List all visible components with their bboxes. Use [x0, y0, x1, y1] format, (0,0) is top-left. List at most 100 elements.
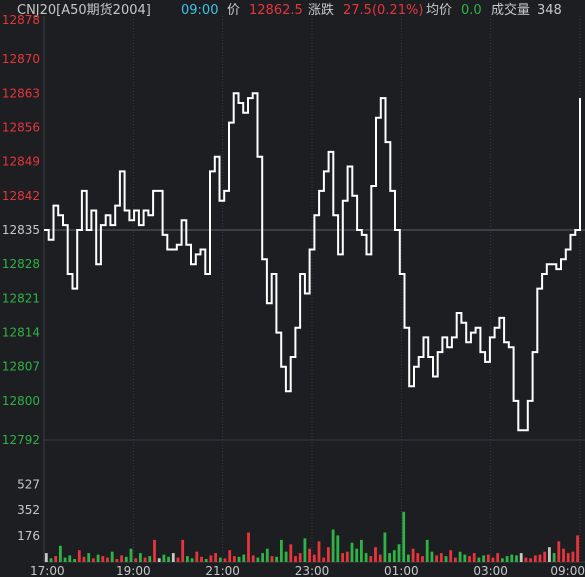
instrument-name: CNJ20[A50期货2004] [17, 3, 151, 18]
volume-bar [237, 556, 241, 562]
volume-bar [209, 555, 213, 562]
volume-bar [181, 539, 185, 562]
volume-bar [204, 559, 208, 562]
volume-bar [115, 559, 119, 562]
volume-bar [383, 532, 387, 562]
volume-bar [289, 544, 293, 562]
volume-bar [397, 544, 401, 562]
chart-grid [43, 16, 585, 563]
volume-bar [195, 551, 199, 562]
quote-header: CNJ20[A50期货2004] 09:00 价 12862.5 涨跌 27.5… [0, 0, 585, 22]
price-change: 27.5(0.21%) [343, 3, 424, 18]
volume-bar [576, 535, 579, 562]
volume-bar [256, 557, 260, 562]
volume-bar [275, 556, 279, 562]
volume-tick-label: 527 [17, 477, 40, 491]
price-tick-label: 12807 [2, 360, 40, 374]
volume-bar [360, 539, 363, 562]
volume-bar [92, 558, 95, 562]
volume-bar [242, 554, 246, 562]
volume-bar [218, 557, 222, 562]
volume-bar [425, 539, 429, 562]
volume-bar [44, 553, 48, 562]
volume-bar [200, 556, 203, 562]
volume-bar [77, 550, 81, 562]
volume-bar [110, 551, 114, 562]
volume-bar [214, 553, 217, 562]
volume-bar [491, 557, 495, 562]
volume-bar [430, 551, 434, 562]
volume-bar [557, 541, 561, 562]
time-tick-label: 21:00 [205, 564, 240, 577]
price-tick-label: 12870 [2, 52, 40, 66]
volume-bar [562, 548, 565, 562]
volume-bar [486, 554, 490, 562]
volume-bar [317, 541, 321, 562]
volume-bar [407, 554, 410, 562]
volume-bar [468, 556, 471, 562]
volume-bar [106, 557, 109, 562]
time-tick-label: 19:00 [116, 564, 151, 577]
volume-bar [341, 553, 344, 562]
volume-bar [190, 558, 194, 562]
volume-bar [247, 532, 250, 562]
volume-bar [134, 558, 138, 562]
time-tick-label: 17:00 [30, 564, 65, 577]
volume-bar [533, 555, 537, 562]
volume-bar [223, 558, 227, 562]
volume-bar [402, 511, 406, 562]
volume-bar [298, 553, 302, 562]
volume-bar [68, 555, 72, 562]
last-price: 12862.5 [249, 3, 303, 18]
volume-bar [124, 556, 128, 562]
volume-bar [129, 548, 133, 562]
volume-bar [167, 556, 170, 562]
volume-bar [294, 556, 297, 562]
volume-bar [327, 547, 330, 562]
volume-label: 成交量 [491, 3, 531, 18]
volume-bar [501, 558, 504, 562]
volume-bar [463, 554, 467, 562]
volume-bar [529, 558, 532, 562]
volume-bar [543, 551, 547, 562]
quote-time: 09:00 [181, 3, 219, 18]
price-tick-label: 12878 [2, 13, 40, 27]
volume-bar [73, 559, 76, 562]
volume-bar [364, 553, 368, 562]
volume-bar [519, 553, 523, 562]
volume-bar [482, 555, 485, 562]
avg-price: 0.0 [461, 3, 482, 18]
volume-bar [54, 556, 58, 562]
time-tick-label: 23:00 [295, 564, 330, 577]
volume-bar [49, 558, 53, 562]
volume-bar [454, 557, 457, 562]
volume-bar [524, 557, 528, 562]
volume-bar [308, 548, 311, 562]
volume-bar [388, 553, 391, 562]
price-tick-label: 12856 [2, 120, 40, 134]
volume-bar [472, 553, 476, 562]
volume-bar [186, 556, 189, 562]
volume-bar [171, 553, 175, 562]
volume-bar [162, 554, 166, 562]
volume-bar [157, 558, 161, 562]
volume-bar [261, 553, 264, 562]
volume-bars [44, 511, 579, 562]
volume-bar [566, 553, 570, 562]
volume-bar [251, 555, 255, 562]
volume-bar [477, 557, 481, 562]
volume-bar [421, 556, 424, 562]
volume-bar [176, 557, 180, 562]
volume-tick-label: 176 [17, 529, 40, 543]
volume-bar [458, 551, 462, 562]
volume-bar [63, 557, 67, 562]
price-tick-label: 12800 [2, 394, 40, 408]
avg-price-label: 均价 [426, 3, 453, 18]
volume-bar [331, 529, 335, 562]
change-label: 涨跌 [308, 3, 335, 18]
volume-bar [444, 556, 448, 562]
time-tick-label: 01:00 [384, 564, 419, 577]
volume-bar [82, 556, 86, 562]
time-axis: 17:00 19:00 21:00 23:00 01:00 03:00 09:00 [30, 564, 585, 577]
